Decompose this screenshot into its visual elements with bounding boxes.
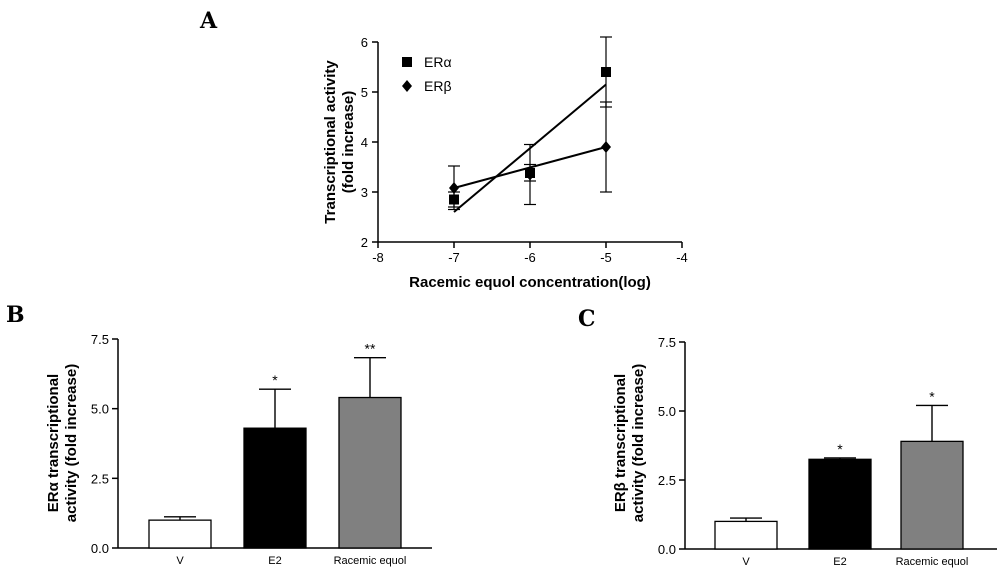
panel-a-y-tick-label: 4 xyxy=(361,135,368,150)
panel-b-y-tick-label: 2.5 xyxy=(91,471,109,486)
panel-c-significance-marker: * xyxy=(837,441,843,457)
panel-b-category-label: V xyxy=(176,555,184,567)
panel-c-category-label: E2 xyxy=(833,556,846,568)
panel-c-data: V * E2 * Racemic equol xyxy=(714,388,969,568)
panel-c-significance-marker: * xyxy=(929,388,935,404)
panel-a-x-tick-label: -4 xyxy=(676,250,688,265)
panel-c-y-tick-label: 5.0 xyxy=(658,404,676,419)
panel-a-er-beta-point xyxy=(449,182,459,194)
panel-a-legend: ERα ERβ xyxy=(402,54,452,94)
panel-a-x-tick-label: -7 xyxy=(448,250,460,265)
panel-a-line-chart: -8 -7 -6 -5 -4 2 3 4 5 6 ERα ERβ Racemic equol con… xyxy=(322,35,688,291)
panel-a-x-tick-label: -8 xyxy=(372,250,384,265)
panel-b-y-tick-label: 5.0 xyxy=(91,402,109,417)
panel-a-y-axis-title-line2: (fold increase) xyxy=(340,91,357,194)
panel-b-data: V * E2 ** Racemic equol xyxy=(148,341,407,567)
panel-a-data xyxy=(448,36,612,213)
panel-c-y-tick-label: 2.5 xyxy=(658,473,676,488)
panel-a-x-tick-label: -6 xyxy=(524,250,536,265)
panel-a-y-axis-title-line1: Transcriptional activity xyxy=(322,60,339,224)
panel-c-y-tick-label: 0.0 xyxy=(658,542,676,557)
panel-b-y-tick-label: 7.5 xyxy=(91,332,109,347)
panel-a-x-axis-title: Racemic equol concentration(log) xyxy=(409,274,651,291)
panel-c-bar xyxy=(714,520,778,550)
panel-a-er-beta-point xyxy=(601,141,611,153)
panel-b-y-axis-title-line2: activity (fold increase) xyxy=(63,364,80,522)
legend-er-beta-marker xyxy=(402,80,412,92)
panel-c-letter: C xyxy=(578,306,596,332)
panel-a-y-tick-label: 2 xyxy=(361,235,368,250)
panel-b-bar xyxy=(338,396,402,549)
panel-b-significance-marker: ** xyxy=(365,341,376,357)
legend-er-beta-label: ERβ xyxy=(424,78,452,94)
panel-b-bar xyxy=(148,519,212,549)
panel-a-er-alpha-point xyxy=(601,67,611,77)
panel-b-category-label: Racemic equol xyxy=(334,555,407,567)
panel-b-category-label: E2 xyxy=(268,555,281,567)
panel-b-bar-chart: 0.0 2.5 5.0 7.5 V * E2 ** Racemic equol ERα tra… xyxy=(45,332,432,567)
panel-b-significance-marker: * xyxy=(272,372,278,388)
panel-a-x-tick-label: -5 xyxy=(600,250,612,265)
panel-c-y-axis-title-line2: activity (fold increase) xyxy=(630,364,647,522)
panel-b-letter: B xyxy=(6,302,25,328)
panel-a-y-tick-label: 3 xyxy=(361,185,368,200)
panel-b-bar xyxy=(243,427,307,549)
panel-a-axes: -8 -7 -6 -5 -4 2 3 4 5 6 xyxy=(361,35,688,265)
panel-a-y-tick-label: 6 xyxy=(361,35,368,50)
panel-c-bar-chart: 0.0 2.5 5.0 7.5 V * E2 * Racemic equol ERβ tran… xyxy=(612,335,997,568)
panel-c-y-tick-label: 7.5 xyxy=(658,335,676,350)
panel-c-category-label: V xyxy=(742,556,750,568)
panel-c-bar xyxy=(900,440,964,550)
panel-b-y-axis-title-line1: ERα transcriptional xyxy=(45,374,62,512)
legend-er-alpha-label: ERα xyxy=(424,54,452,70)
legend-er-alpha-marker xyxy=(402,57,412,67)
panel-a-y-tick-label: 5 xyxy=(361,85,368,100)
panel-c-category-label: Racemic equol xyxy=(896,556,969,568)
panel-c-y-axis-title-line1: ERβ transcriptional xyxy=(612,374,629,512)
panel-a-letter: A xyxy=(199,8,218,34)
panel-a-er-beta-point xyxy=(525,168,535,181)
panel-b-y-tick-label: 0.0 xyxy=(91,541,109,556)
panel-c-bar xyxy=(808,458,872,550)
